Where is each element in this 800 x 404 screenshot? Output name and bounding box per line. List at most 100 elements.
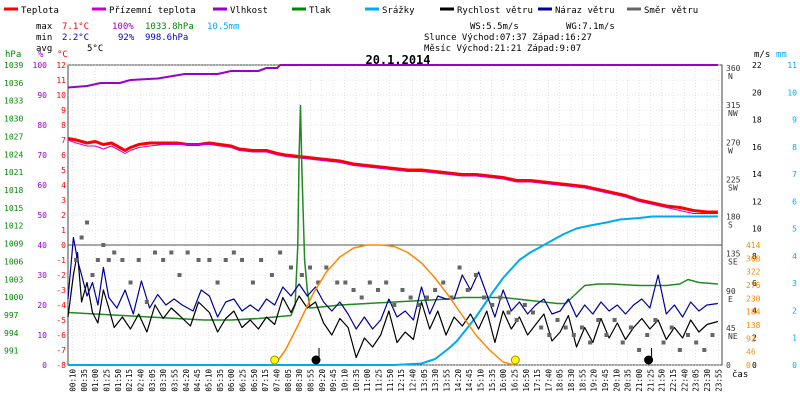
y-tick-ms: 8: [752, 252, 757, 261]
x-tick-label: 12:15: [397, 369, 406, 392]
y-tick-celsius: 0: [61, 241, 66, 250]
wind-direction-point: [74, 258, 79, 262]
x-tick-label: 21:50: [658, 369, 667, 392]
wind-direction-point: [343, 280, 348, 285]
wind-direction-point: [223, 258, 228, 262]
y-tick-celsius: 3: [61, 196, 66, 205]
y-tick-hpa: 1039: [4, 61, 23, 70]
x-tick-label: 04:45: [193, 369, 202, 392]
y-tick-mm: 8: [792, 143, 797, 152]
y-tick-radiation: 92: [746, 334, 756, 343]
wind-direction-point: [547, 333, 552, 337]
x-tick-label: 18:55: [578, 369, 587, 392]
wind-direction-point: [259, 258, 264, 262]
x-tick-label: 01:25: [103, 369, 112, 392]
wind-direction-point: [278, 250, 283, 255]
x-tick-label: 21:25: [646, 369, 655, 392]
x-tick-label: 15:10: [476, 369, 485, 392]
y-tick-direction: 45: [726, 324, 736, 333]
y-tick-celsius: -2: [56, 271, 66, 280]
sun-icon: [270, 355, 280, 365]
wind-direction-point: [324, 265, 329, 270]
y-tick-direction-name: SE: [728, 258, 738, 267]
wind-direction-point: [694, 340, 699, 345]
series-line-tlak: [67, 104, 718, 321]
y-tick-direction-name: W: [728, 146, 733, 155]
axis-label-percent: %: [38, 50, 44, 60]
y-tick-celsius: 12: [56, 61, 66, 70]
legend-item-label: Vlhkost: [230, 6, 268, 16]
y-tick-celsius: 1: [61, 226, 66, 235]
x-tick-label: 18:30: [567, 369, 576, 392]
y-tick-percent: 20: [37, 301, 47, 310]
wind-direction-point: [169, 250, 174, 255]
stat-avg-label: avg: [36, 44, 52, 54]
x-tick-label: 20:10: [612, 369, 621, 392]
y-tick-mm: 3: [792, 279, 797, 288]
x-tick-label: 03:30: [159, 369, 168, 392]
y-tick-ms: 10: [752, 225, 762, 234]
stat-max-rain: 10.5mm: [207, 22, 240, 32]
wind-direction-point: [620, 340, 625, 345]
y-tick-direction-name: N: [728, 72, 733, 81]
wind-direction-point: [308, 265, 313, 270]
stat-max-press: 1033.8hPa: [145, 22, 194, 32]
y-tick-mm: 7: [792, 170, 797, 179]
wind-direction-point: [367, 280, 372, 285]
wind-direction-point: [416, 303, 421, 307]
wind-direction-point: [653, 318, 658, 322]
series-line-sr-ky: [68, 215, 718, 366]
axis-label-ms: m/s: [754, 50, 770, 60]
stat-max-hum: 100%: [112, 22, 134, 32]
wind-direction-point: [112, 250, 117, 255]
legend-item-label: Teplota: [21, 6, 59, 16]
y-tick-hpa: 1003: [4, 275, 23, 284]
y-tick-percent: 40: [37, 241, 47, 250]
wind-direction-point: [588, 340, 593, 345]
y-tick-radiation: 46: [746, 348, 756, 357]
x-tick-label: 05:10: [204, 369, 213, 392]
wind-direction-point: [335, 280, 340, 285]
legend-item-label: Rychlost větru: [457, 6, 533, 16]
y-tick-hpa: 1012: [4, 222, 23, 231]
y-tick-direction-name: NW: [728, 109, 738, 118]
stat-min-hum: 92%: [118, 33, 135, 43]
y-tick-direction: 360: [726, 64, 741, 73]
y-tick-hpa: 1027: [4, 132, 23, 141]
chart-title: 20.1.2014: [365, 53, 430, 67]
y-tick-celsius: -5: [56, 316, 66, 325]
y-tick-direction-name: NE: [728, 332, 738, 341]
wind-direction-point: [250, 280, 255, 285]
y-tick-celsius: -1: [56, 256, 66, 265]
y-tick-celsius: 7: [61, 136, 66, 145]
wind-direction-point: [522, 303, 527, 307]
y-tick-mm: 11: [787, 61, 797, 70]
wind-direction-point: [299, 273, 304, 277]
x-tick-label: 12:40: [408, 369, 417, 392]
y-tick-celsius: 11: [56, 76, 66, 85]
wind-direction-point: [144, 300, 149, 304]
sun-icon: [510, 355, 520, 365]
wind-direction-point: [359, 295, 364, 300]
series-line-p-zemn-teplota: [67, 139, 718, 214]
wind-direction-point: [490, 303, 495, 307]
y-tick-ms: 18: [752, 116, 762, 125]
wind-direction-point: [579, 325, 584, 330]
stat-min-press: 998.6hPa: [145, 33, 188, 43]
y-tick-percent: 100: [33, 61, 48, 70]
wind-direction-point: [215, 280, 220, 285]
y-tick-celsius: 6: [61, 151, 66, 160]
y-tick-direction-name: SW: [728, 183, 738, 192]
x-tick-label: 06:50: [250, 369, 259, 392]
wind-direction-point: [571, 333, 576, 337]
y-tick-percent: 80: [37, 121, 47, 130]
wind-direction-point: [669, 325, 674, 330]
y-tick-direction: 135: [726, 250, 741, 259]
x-tick-label: 06:25: [238, 369, 247, 392]
series-line-vlhkost: [67, 64, 718, 89]
y-tick-mm: 1: [792, 334, 797, 343]
y-tick-radiation: 184: [746, 308, 761, 317]
wind-direction-point: [351, 288, 356, 292]
wind-direction-point: [449, 295, 454, 300]
